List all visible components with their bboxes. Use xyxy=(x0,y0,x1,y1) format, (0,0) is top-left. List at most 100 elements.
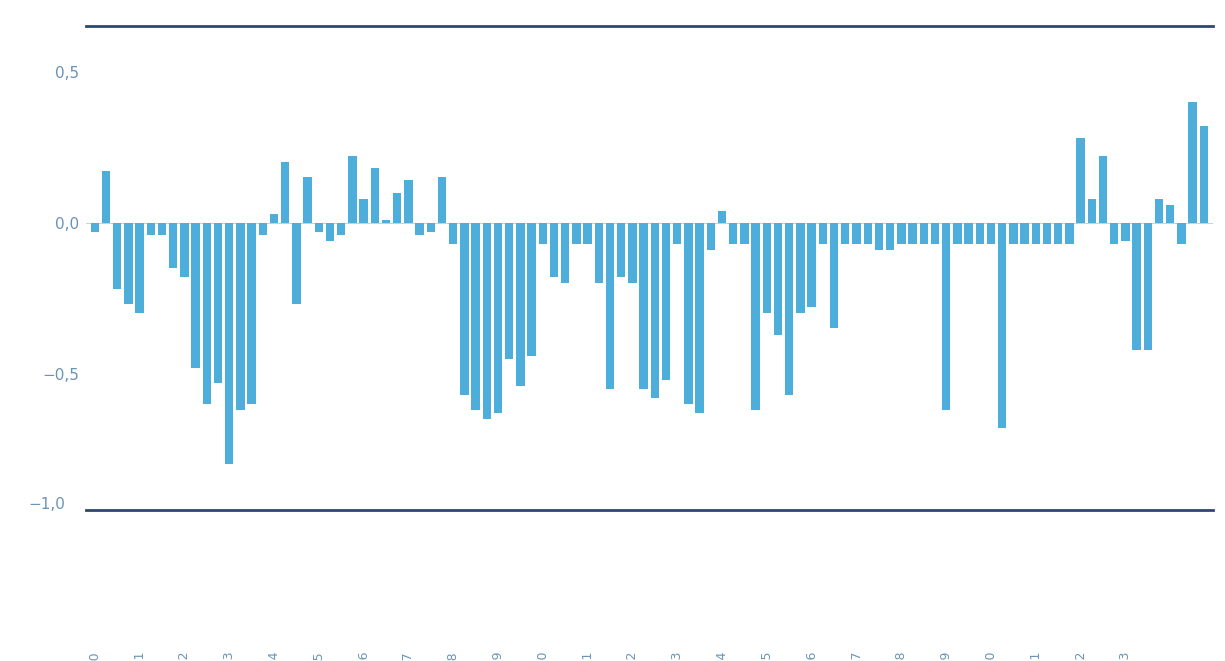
Bar xyxy=(964,223,973,244)
Bar xyxy=(931,223,940,244)
Bar xyxy=(437,177,446,223)
Bar xyxy=(829,223,838,329)
Bar xyxy=(359,198,367,223)
Bar xyxy=(258,223,267,235)
Bar xyxy=(650,223,659,398)
Bar xyxy=(1144,223,1152,350)
Bar xyxy=(461,223,469,395)
Bar xyxy=(225,223,233,465)
Bar xyxy=(1031,223,1040,244)
Bar xyxy=(292,223,300,304)
Bar xyxy=(236,223,245,410)
Bar xyxy=(685,223,692,404)
Bar xyxy=(975,223,984,244)
Bar xyxy=(404,180,413,223)
Bar xyxy=(707,223,715,250)
Bar xyxy=(1110,223,1118,244)
Bar xyxy=(594,223,603,283)
Bar xyxy=(1042,223,1051,244)
Bar xyxy=(213,223,222,383)
Bar xyxy=(113,223,121,290)
Bar xyxy=(953,223,962,244)
Text: −1,0: −1,0 xyxy=(28,496,65,512)
Bar xyxy=(763,223,771,313)
Bar xyxy=(1099,156,1107,223)
Bar xyxy=(147,223,154,235)
Bar xyxy=(472,223,480,410)
Bar xyxy=(1121,223,1129,241)
Bar xyxy=(1088,198,1096,223)
Bar xyxy=(1199,126,1208,223)
Bar xyxy=(494,223,502,413)
Bar xyxy=(505,223,513,359)
Bar xyxy=(315,223,323,232)
Bar xyxy=(483,223,491,419)
Bar xyxy=(393,192,402,223)
Bar xyxy=(202,223,211,404)
Bar xyxy=(908,223,916,244)
Bar xyxy=(920,223,927,244)
Bar xyxy=(550,223,559,277)
Bar xyxy=(740,223,748,244)
Bar xyxy=(639,223,648,389)
Bar xyxy=(796,223,805,313)
Bar xyxy=(1166,205,1175,223)
Bar xyxy=(415,223,424,235)
Bar xyxy=(617,223,626,277)
Bar xyxy=(382,219,391,223)
Bar xyxy=(326,223,334,241)
Bar xyxy=(673,223,681,244)
Bar xyxy=(718,211,726,223)
Bar xyxy=(1177,223,1186,244)
Bar xyxy=(91,223,99,232)
Bar xyxy=(998,223,1007,428)
Bar xyxy=(270,214,278,223)
Bar xyxy=(1066,223,1073,244)
Bar xyxy=(337,223,345,235)
Bar xyxy=(1132,223,1140,350)
Bar xyxy=(1020,223,1029,244)
Bar xyxy=(1009,223,1018,244)
Bar xyxy=(853,223,861,244)
Bar xyxy=(124,223,132,304)
Bar xyxy=(785,223,794,395)
Bar xyxy=(158,223,167,235)
Bar xyxy=(583,223,592,244)
Bar xyxy=(942,223,951,410)
Bar xyxy=(696,223,704,413)
Bar xyxy=(628,223,637,283)
Bar xyxy=(807,223,816,307)
Bar xyxy=(864,223,872,244)
Bar xyxy=(281,163,289,223)
Bar xyxy=(572,223,581,244)
Bar xyxy=(135,223,143,313)
Bar xyxy=(751,223,760,410)
Bar xyxy=(180,223,189,277)
Bar xyxy=(897,223,905,244)
Bar xyxy=(539,223,548,244)
Bar xyxy=(1077,138,1085,223)
Bar xyxy=(1155,198,1164,223)
Bar xyxy=(247,223,256,404)
Bar xyxy=(348,156,356,223)
Bar xyxy=(774,223,783,334)
Bar xyxy=(886,223,894,250)
Bar xyxy=(102,171,110,223)
Bar xyxy=(371,169,379,223)
Bar xyxy=(606,223,614,389)
Bar xyxy=(729,223,737,244)
Bar xyxy=(561,223,570,283)
Bar xyxy=(450,223,457,244)
Bar xyxy=(818,223,827,244)
Bar xyxy=(426,223,435,232)
Bar xyxy=(169,223,178,268)
Bar xyxy=(516,223,524,386)
Bar xyxy=(662,223,670,380)
Bar xyxy=(1054,223,1062,244)
Bar xyxy=(842,223,849,244)
Bar xyxy=(191,223,200,368)
Bar xyxy=(1188,102,1197,223)
Bar xyxy=(986,223,995,244)
Bar xyxy=(528,223,535,356)
Bar xyxy=(875,223,883,250)
